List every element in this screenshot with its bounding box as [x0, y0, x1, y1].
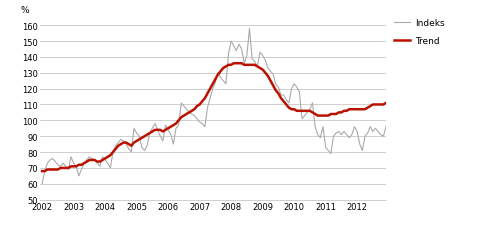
Trend: [231, 63, 237, 65]
Trend: [323, 115, 329, 117]
Indeks: [283, 99, 289, 102]
Indeks: [446, 86, 452, 89]
Indeks: [323, 146, 329, 149]
Legend: Indeks, Trend: Indeks, Trend: [394, 19, 445, 46]
Line: Trend: Trend: [42, 64, 449, 171]
Indeks: [370, 131, 376, 133]
Indeks: [247, 28, 252, 31]
Indeks: [142, 149, 148, 152]
Indeks: [207, 97, 213, 100]
Trend: [283, 104, 289, 106]
Line: Indeks: Indeks: [42, 29, 449, 184]
Indeks: [39, 183, 45, 185]
Trend: [370, 104, 376, 106]
Trend: [39, 170, 45, 173]
Trend: [142, 135, 148, 138]
Trend: [446, 88, 452, 91]
Indeks: [192, 115, 198, 117]
Text: %: %: [21, 6, 29, 15]
Trend: [192, 108, 198, 111]
Trend: [207, 88, 213, 91]
